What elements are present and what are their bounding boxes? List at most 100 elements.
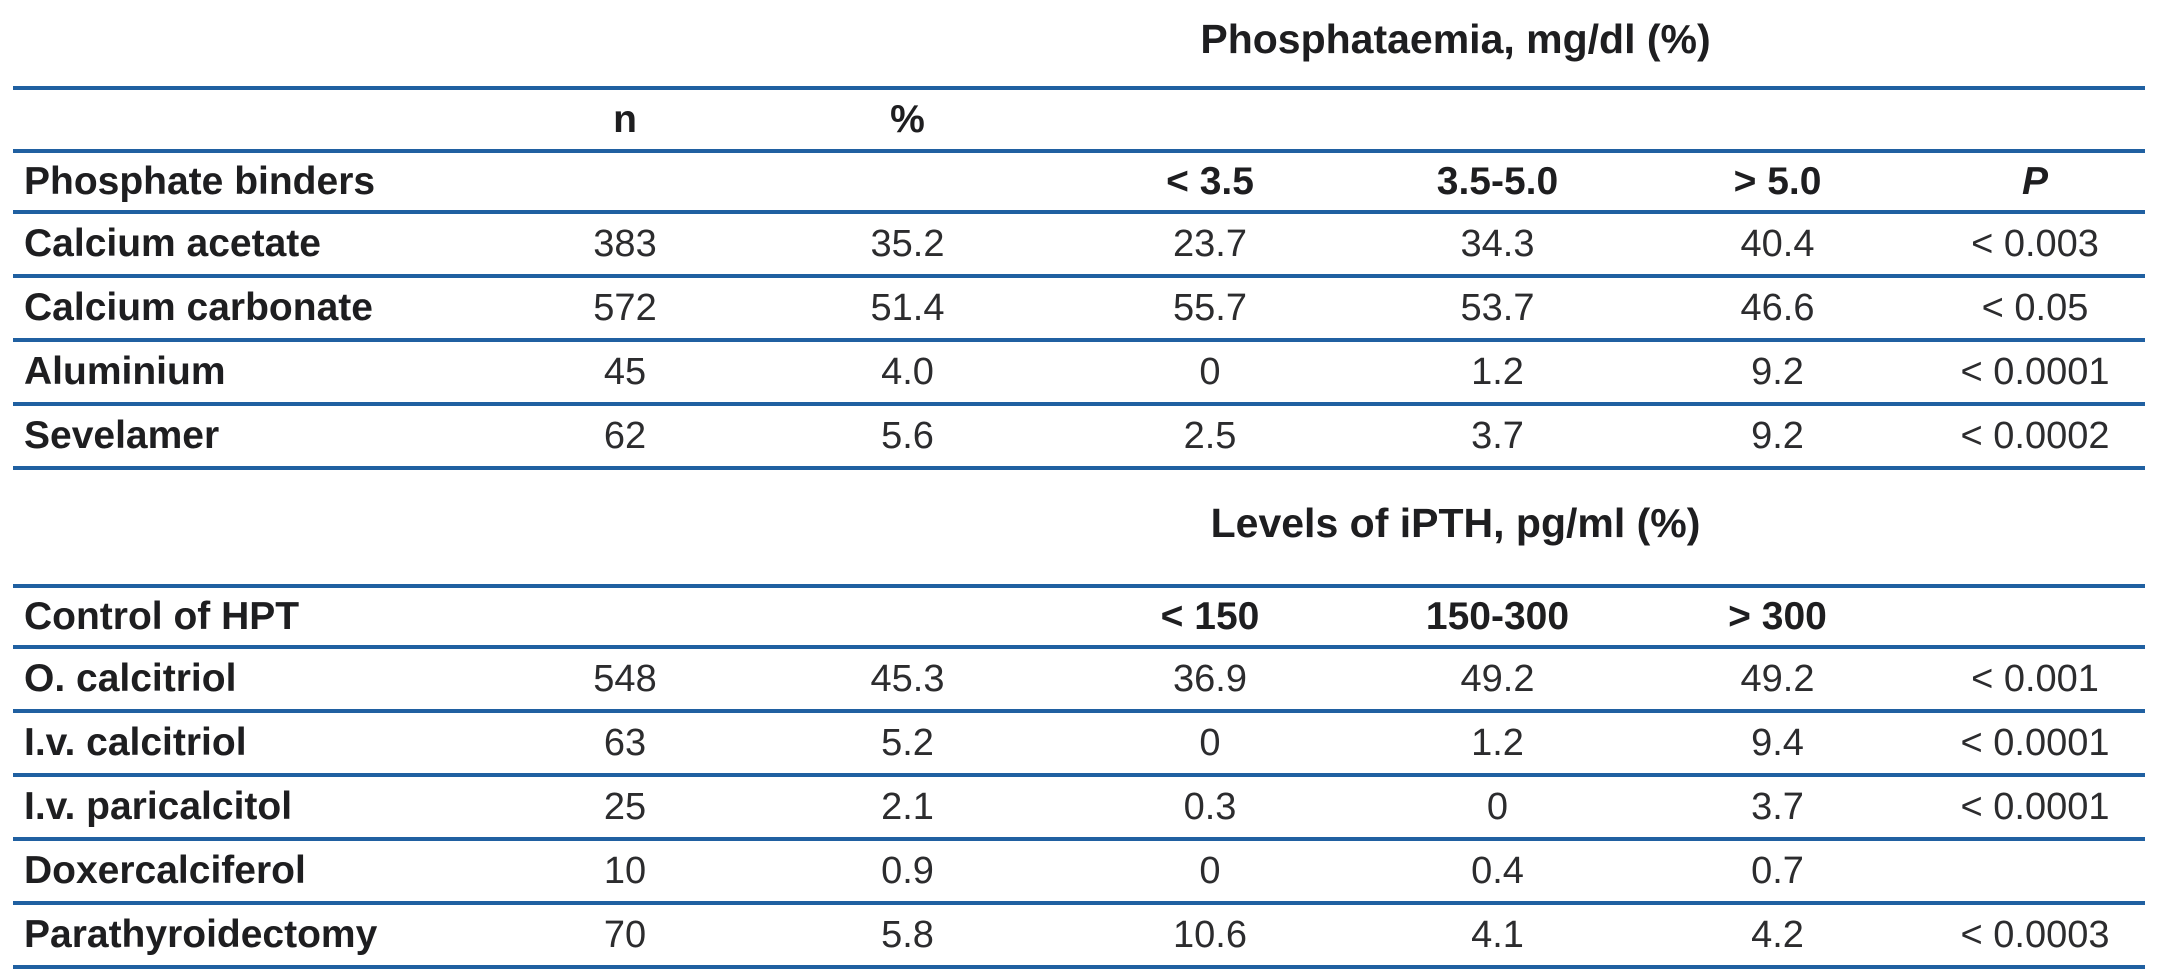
column-header-range3: > 5.0 [1630, 151, 1926, 214]
cell-range3: 40.4 [1630, 212, 1926, 278]
table-row: I.v. paricalcitol 25 2.1 0.3 0 3.7 < 0.0… [13, 775, 2146, 841]
empty-cell [490, 0, 760, 90]
empty-cell [490, 151, 760, 214]
cell-n: 62 [490, 404, 760, 470]
row-label: I.v. paricalcitol [13, 775, 490, 841]
cell-p: < 0.001 [1925, 647, 2146, 713]
cell-n: 25 [490, 775, 760, 841]
cell-p: < 0.0001 [1925, 340, 2146, 406]
cell-range2: 3.7 [1365, 404, 1630, 470]
cell-range1: 2.5 [1055, 404, 1365, 470]
cell-pct: 5.8 [760, 903, 1055, 969]
cell-range1: 55.7 [1055, 276, 1365, 342]
cell-p: < 0.0003 [1925, 903, 2146, 969]
row-label: Aluminium [13, 340, 490, 406]
cell-range3: 9.4 [1630, 711, 1926, 777]
cell-pct: 51.4 [760, 276, 1055, 342]
column-header-n: n [490, 88, 760, 153]
cell-n: 572 [490, 276, 760, 342]
column-header-range2: 150-300 [1365, 586, 1630, 649]
empty-cell [1925, 470, 2146, 588]
empty-cell [490, 586, 760, 649]
table-row: Doxercalciferol 10 0.9 0 0.4 0.7 [13, 839, 2146, 905]
cell-range2: 49.2 [1365, 647, 1630, 713]
cell-p: < 0.0002 [1925, 404, 2146, 470]
phosphataemia-table: Phosphataemia, mg/dl (%) n % Phosphate b… [13, 0, 2146, 470]
cell-range3: 9.2 [1630, 404, 1926, 470]
empty-cell [13, 0, 490, 90]
cell-n: 10 [490, 839, 760, 905]
cell-pct: 45.3 [760, 647, 1055, 713]
table-row: I.v. calcitriol 63 5.2 0 1.2 9.4 < 0.000… [13, 711, 2146, 777]
cell-range1: 0 [1055, 711, 1365, 777]
cell-p: < 0.0001 [1925, 711, 2146, 777]
empty-cell [760, 0, 1055, 90]
column-header-range2: 3.5-5.0 [1365, 151, 1630, 214]
table-row: Aluminium 45 4.0 0 1.2 9.2 < 0.0001 [13, 340, 2146, 406]
column-header-range1: < 150 [1055, 586, 1365, 649]
table2-span-header: Levels of iPTH, pg/ml (%) [1055, 470, 1926, 588]
table-row: Control of HPT < 150 150-300 > 300 [13, 586, 2146, 649]
cell-p [1925, 839, 2146, 905]
row-label: O. calcitriol [13, 647, 490, 713]
ipth-table: Levels of iPTH, pg/ml (%) Control of HPT… [13, 470, 2146, 969]
empty-cell [1925, 0, 2146, 90]
cell-range2: 34.3 [1365, 212, 1630, 278]
table-row: Calcium acetate 383 35.2 23.7 34.3 40.4 … [13, 212, 2146, 278]
column-header-range3: > 300 [1630, 586, 1926, 649]
cell-pct: 5.6 [760, 404, 1055, 470]
cell-range3: 4.2 [1630, 903, 1926, 969]
cell-pct: 4.0 [760, 340, 1055, 406]
cell-range2: 1.2 [1365, 711, 1630, 777]
empty-cell [760, 470, 1055, 588]
empty-cell [760, 586, 1055, 649]
cell-range3: 3.7 [1630, 775, 1926, 841]
cell-p: < 0.003 [1925, 212, 2146, 278]
column-header-p: P [1925, 151, 2146, 214]
table-row: Parathyroidectomy 70 5.8 10.6 4.1 4.2 < … [13, 903, 2146, 969]
cell-range2: 1.2 [1365, 340, 1630, 406]
table-row: Phosphataemia, mg/dl (%) [13, 0, 2146, 90]
empty-cell [490, 470, 760, 588]
table-row: Levels of iPTH, pg/ml (%) [13, 470, 2146, 588]
row-label: Doxercalciferol [13, 839, 490, 905]
cell-pct: 5.2 [760, 711, 1055, 777]
table-row: n % [13, 88, 2146, 153]
cell-range3: 9.2 [1630, 340, 1926, 406]
cell-range1: 0 [1055, 340, 1365, 406]
empty-cell [13, 470, 490, 588]
cell-range1: 23.7 [1055, 212, 1365, 278]
column-header-range1: < 3.5 [1055, 151, 1365, 214]
cell-n: 63 [490, 711, 760, 777]
table-row: O. calcitriol 548 45.3 36.9 49.2 49.2 < … [13, 647, 2146, 713]
cell-pct: 35.2 [760, 212, 1055, 278]
cell-range2: 0 [1365, 775, 1630, 841]
group-label: Control of HPT [13, 586, 490, 649]
cell-range2: 0.4 [1365, 839, 1630, 905]
cell-range2: 53.7 [1365, 276, 1630, 342]
table1-span-header: Phosphataemia, mg/dl (%) [1055, 0, 1926, 90]
row-label: Calcium acetate [13, 212, 490, 278]
cell-p: < 0.0001 [1925, 775, 2146, 841]
cell-n: 70 [490, 903, 760, 969]
row-label: Calcium carbonate [13, 276, 490, 342]
cell-range3: 49.2 [1630, 647, 1926, 713]
cell-range1: 0.3 [1055, 775, 1365, 841]
empty-cell [1630, 88, 1926, 153]
empty-cell [1365, 88, 1630, 153]
cell-n: 383 [490, 212, 760, 278]
cell-pct: 2.1 [760, 775, 1055, 841]
cell-range1: 0 [1055, 839, 1365, 905]
table-row: Sevelamer 62 5.6 2.5 3.7 9.2 < 0.0002 [13, 404, 2146, 470]
table-row: Calcium carbonate 572 51.4 55.7 53.7 46.… [13, 276, 2146, 342]
cell-p: < 0.05 [1925, 276, 2146, 342]
table-row: Phosphate binders < 3.5 3.5-5.0 > 5.0 P [13, 151, 2146, 214]
row-label: Sevelamer [13, 404, 490, 470]
empty-cell [760, 151, 1055, 214]
cell-range1: 10.6 [1055, 903, 1365, 969]
empty-cell [13, 88, 490, 153]
column-header-pct: % [760, 88, 1055, 153]
cell-range3: 46.6 [1630, 276, 1926, 342]
empty-cell [1055, 88, 1365, 153]
